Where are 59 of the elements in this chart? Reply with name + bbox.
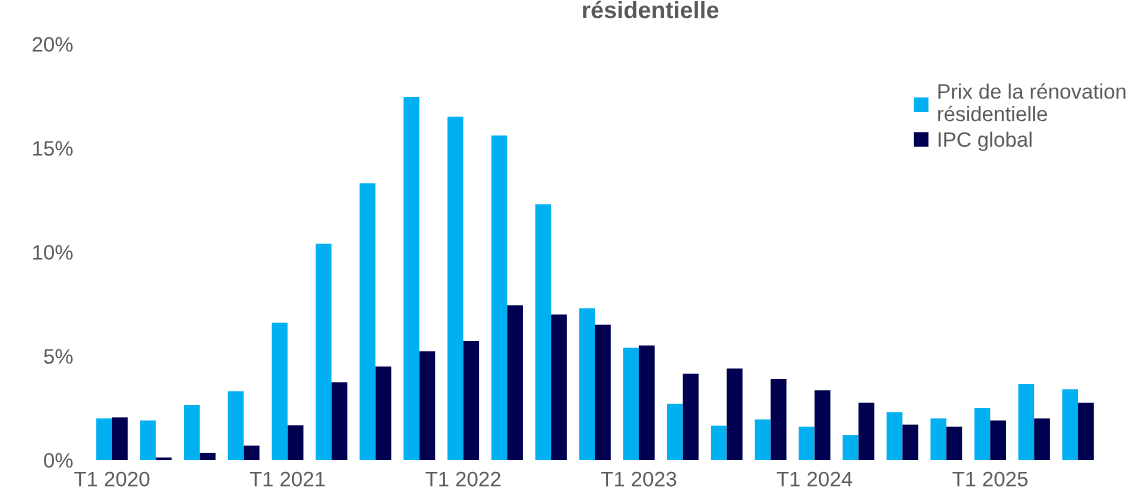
bar xyxy=(227,391,244,460)
y-tick-label: 15% xyxy=(33,141,73,156)
bar xyxy=(770,378,787,460)
bar xyxy=(990,420,1007,460)
bar xyxy=(623,347,639,460)
y-tick-label: 5% xyxy=(44,349,73,364)
x-tick-label: T1 2021 xyxy=(249,471,325,487)
bar xyxy=(842,435,859,460)
bar xyxy=(946,426,963,460)
legend-label: IPC global xyxy=(938,131,1032,152)
bar xyxy=(111,417,128,460)
bar xyxy=(535,204,552,460)
bar xyxy=(463,341,480,460)
bar xyxy=(1062,389,1079,460)
bar xyxy=(667,403,683,460)
x-tick-label: T1 2020 xyxy=(74,471,150,487)
x-tick-label: T1 2024 xyxy=(776,471,853,487)
bar xyxy=(551,314,567,460)
bar xyxy=(858,402,875,460)
bar xyxy=(638,345,655,460)
bar xyxy=(710,425,727,460)
bar xyxy=(682,373,699,460)
bar xyxy=(507,305,523,460)
bar xyxy=(140,420,156,460)
bar xyxy=(315,243,332,460)
y-tick-label: 10% xyxy=(33,245,73,260)
bar xyxy=(243,445,260,460)
x-tick-label: T1 2023 xyxy=(601,471,677,487)
bar xyxy=(447,116,464,460)
bar xyxy=(271,322,288,460)
bar xyxy=(287,425,304,460)
bar xyxy=(359,183,376,460)
chart-title: résidentielle xyxy=(583,0,719,19)
bar xyxy=(419,351,436,460)
y-tick-label: 0% xyxy=(44,453,73,468)
bar xyxy=(902,424,919,460)
bar xyxy=(754,419,771,460)
bar xyxy=(96,418,112,460)
x-tick-label: T1 2022 xyxy=(425,471,501,487)
bar xyxy=(595,324,611,460)
bar xyxy=(1078,402,1094,460)
bar xyxy=(886,412,903,460)
bar xyxy=(1018,384,1035,460)
bar xyxy=(930,418,947,460)
legend-label: Prix de la rénovation résidentielle xyxy=(938,83,1126,122)
bar xyxy=(798,426,815,460)
bar xyxy=(199,452,216,460)
bar xyxy=(375,366,392,460)
bar xyxy=(403,97,420,460)
bar xyxy=(814,390,831,460)
bar xyxy=(726,368,743,460)
bar xyxy=(1034,418,1050,460)
y-tick-label: 20% xyxy=(32,37,73,52)
bar xyxy=(579,308,595,460)
bar xyxy=(974,408,991,460)
bar xyxy=(331,382,348,460)
bar xyxy=(491,135,508,460)
bar xyxy=(183,404,200,460)
x-tick-label: T1 2025 xyxy=(952,471,1028,487)
